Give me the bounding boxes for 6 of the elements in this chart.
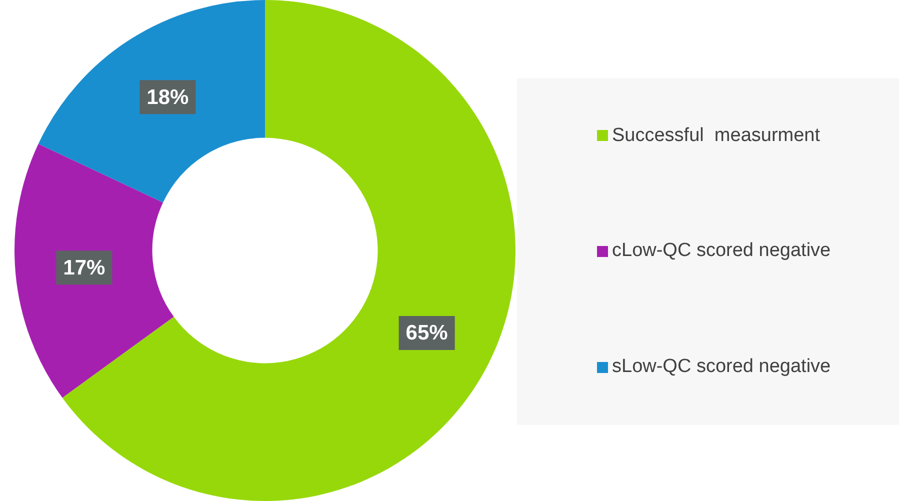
data-label: 17% xyxy=(63,256,106,280)
legend-label: Successful measurment xyxy=(612,124,820,147)
data-label: 65% xyxy=(406,322,448,345)
legend-label: cLow-QC scored negative xyxy=(612,240,831,262)
legend-label: sLow-QC scored negative xyxy=(612,356,831,378)
data-label: 18% xyxy=(146,86,190,109)
